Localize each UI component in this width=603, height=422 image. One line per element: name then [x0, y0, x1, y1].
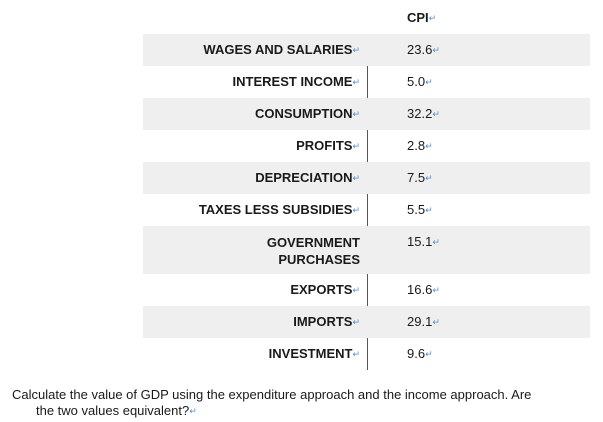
row-label: WAGES AND SALARIES↵ — [203, 42, 360, 57]
paragraph-mark-icon: ↵ — [432, 237, 440, 247]
row-value: 7.5↵ — [407, 170, 433, 185]
question-line-2: the two values equivalent?↵ — [12, 403, 592, 419]
paragraph-mark-icon: ↵ — [425, 349, 433, 359]
row-value-text: 2.8 — [407, 138, 426, 153]
row-label-text: INVESTMENT — [268, 346, 353, 361]
paragraph-mark-icon: ↵ — [352, 45, 360, 55]
row-value: 2.8↵ — [407, 138, 433, 153]
cpi-table: CPI↵ WAGES AND SALARIES↵ 23.6↵ INTEREST … — [143, 0, 590, 370]
paragraph-mark-icon: ↵ — [352, 317, 360, 327]
row-value: 16.6↵ — [407, 282, 440, 297]
table-body: WAGES AND SALARIES↵ 23.6↵ INTEREST INCOM… — [143, 34, 590, 370]
row-value-text: 32.2 — [407, 106, 433, 121]
table-header: CPI↵ — [143, 0, 590, 34]
table-row: DEPRECIATION↵ 7.5↵ — [143, 162, 590, 194]
cpi-header: CPI↵ — [407, 10, 436, 25]
paragraph-mark-icon: ↵ — [425, 205, 433, 215]
table-row: EXPORTS↵ 16.6↵ — [143, 274, 590, 306]
paragraph-mark-icon: ↵ — [189, 406, 197, 416]
row-value-text: 23.6 — [407, 42, 433, 57]
table-row: WAGES AND SALARIES↵ 23.6↵ — [143, 34, 590, 66]
paragraph-mark-icon: ↵ — [352, 173, 360, 183]
paragraph-mark-icon: ↵ — [352, 77, 360, 87]
row-value: 15.1↵ — [407, 234, 440, 249]
row-value: 29.1↵ — [407, 314, 440, 329]
question-text: Calculate the value of GDP using the exp… — [12, 387, 592, 419]
table-row: CONSUMPTION↵ 32.2↵ — [143, 98, 590, 130]
paragraph-mark-icon: ↵ — [432, 317, 440, 327]
column-divider — [367, 34, 368, 370]
paragraph-mark-icon: ↵ — [425, 141, 433, 151]
paragraph-mark-icon: ↵ — [432, 45, 440, 55]
row-label: INVESTMENT↵ — [269, 346, 360, 361]
table-row: IMPORTS↵ 29.1↵ — [143, 306, 590, 338]
row-label: DEPRECIATION↵ — [255, 170, 360, 185]
row-label: EXPORTS↵ — [290, 282, 360, 297]
row-label: IMPORTS↵ — [293, 314, 360, 329]
row-value: 23.6↵ — [407, 42, 440, 57]
row-value-text: 29.1 — [407, 314, 433, 329]
row-label-text: PROFITS — [296, 138, 353, 153]
row-value-text: 7.5 — [407, 170, 426, 185]
table-row: GOVERNMENT PURCHASES 15.1↵ — [143, 226, 590, 274]
cpi-header-text: CPI — [407, 10, 429, 25]
row-value-text: 5.5 — [407, 202, 426, 217]
paragraph-mark-icon: ↵ — [432, 285, 440, 295]
row-label: GOVERNMENT PURCHASES — [220, 234, 360, 268]
table-row: TAXES LESS SUBSIDIES↵ 5.5↵ — [143, 194, 590, 226]
row-label-text: WAGES AND SALARIES — [203, 42, 353, 57]
question-line-2-text: the two values equivalent? — [36, 403, 190, 418]
row-value-text: 5.0 — [407, 74, 426, 89]
row-label-text: INTEREST INCOME — [232, 74, 353, 89]
paragraph-mark-icon: ↵ — [352, 109, 360, 119]
row-value: 5.0↵ — [407, 74, 433, 89]
paragraph-mark-icon: ↵ — [432, 109, 440, 119]
question-line-1: Calculate the value of GDP using the exp… — [12, 387, 532, 402]
paragraph-mark-icon: ↵ — [352, 205, 360, 215]
table-row: INTEREST INCOME↵ 5.0↵ — [143, 66, 590, 98]
paragraph-mark-icon: ↵ — [428, 13, 437, 23]
paragraph-mark-icon: ↵ — [425, 173, 433, 183]
paragraph-mark-icon: ↵ — [352, 141, 360, 151]
row-value-text: 15.1 — [407, 234, 433, 249]
paragraph-mark-icon: ↵ — [352, 285, 360, 295]
row-value: 9.6↵ — [407, 346, 433, 361]
row-label: CONSUMPTION↵ — [255, 106, 360, 121]
table-row: INVESTMENT↵ 9.6↵ — [143, 338, 590, 370]
row-label-text: IMPORTS — [293, 314, 353, 329]
row-label-text: GOVERNMENT PURCHASES — [266, 235, 360, 267]
row-value-text: 16.6 — [407, 282, 433, 297]
row-label-text: CONSUMPTION — [254, 106, 353, 121]
row-label-text: EXPORTS — [290, 282, 353, 297]
table-row: PROFITS↵ 2.8↵ — [143, 130, 590, 162]
row-label: TAXES LESS SUBSIDIES↵ — [199, 202, 360, 217]
row-label: PROFITS↵ — [296, 138, 360, 153]
row-value-text: 9.6 — [407, 346, 426, 361]
row-label-text: DEPRECIATION — [255, 170, 353, 185]
row-value: 32.2↵ — [407, 106, 440, 121]
row-value: 5.5↵ — [407, 202, 433, 217]
row-label-text: TAXES LESS SUBSIDIES — [198, 202, 353, 217]
row-label: INTEREST INCOME↵ — [233, 74, 360, 89]
paragraph-mark-icon: ↵ — [425, 77, 433, 87]
paragraph-mark-icon: ↵ — [352, 349, 360, 359]
